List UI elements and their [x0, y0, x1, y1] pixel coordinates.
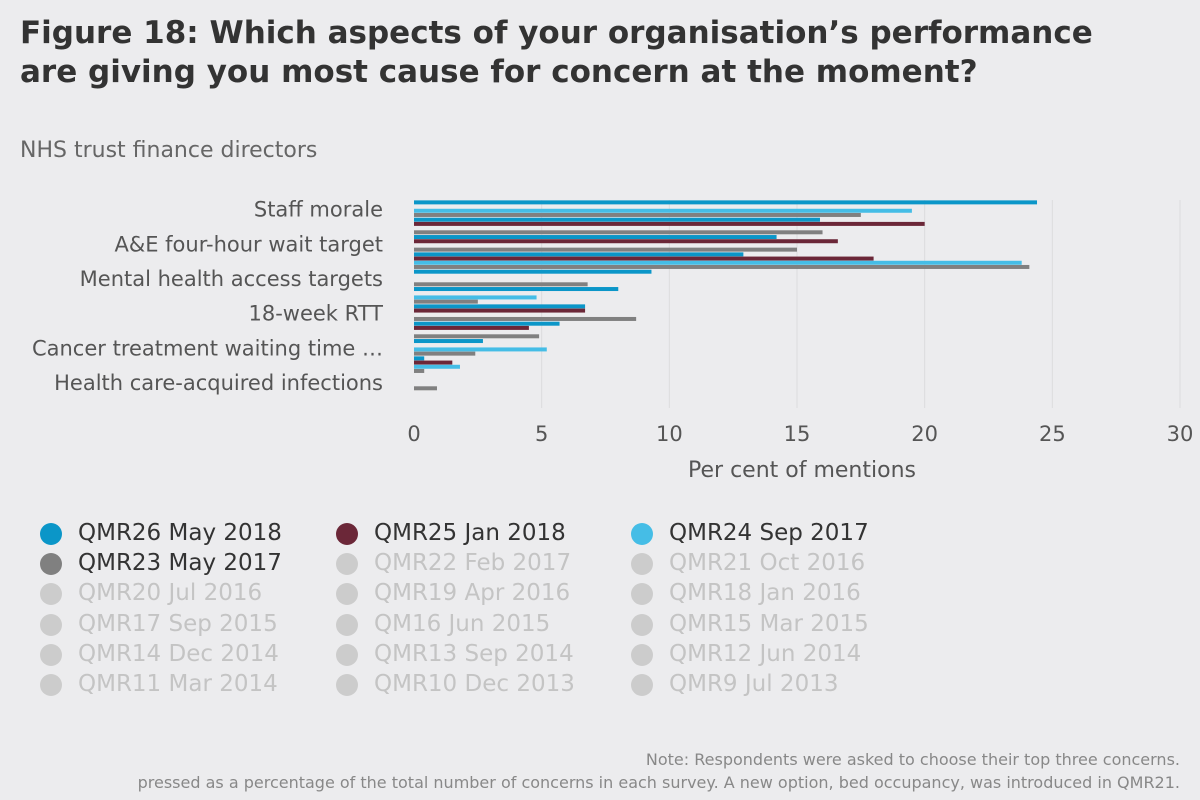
legend-swatch	[40, 613, 62, 636]
legend-label: QMR14 Dec 2014	[78, 640, 279, 667]
legend-swatch	[336, 553, 358, 576]
legend-swatch	[631, 674, 653, 696]
x-tick-label: 30	[1167, 422, 1194, 446]
x-tick-label: 15	[784, 422, 811, 446]
legend-label: QMR23 May 2017	[78, 550, 282, 577]
chart-title: Figure 18: Which aspects of your organis…	[20, 15, 1093, 90]
bar	[414, 334, 540, 339]
bar	[414, 287, 619, 292]
legend-swatch	[40, 674, 62, 696]
bar	[414, 264, 1030, 269]
bar	[414, 299, 478, 304]
bar	[414, 316, 637, 321]
bar	[414, 347, 547, 352]
x-tick-label: 0	[407, 422, 420, 446]
bar	[414, 386, 437, 391]
bar	[414, 235, 777, 240]
bar	[414, 221, 925, 226]
legend-label: QMR10 Dec 2013	[374, 671, 575, 697]
bar	[414, 247, 797, 252]
y-category-label: A&E four-hour wait target	[114, 232, 383, 256]
chart-note: Note: Respondents were asked to choose t…	[645, 750, 1180, 769]
legend-label: QM16 Jun 2015	[374, 610, 551, 637]
legend-label: QMR24 Sep 2017	[669, 520, 869, 546]
legend-swatch	[336, 583, 358, 606]
bar	[414, 308, 586, 313]
legend-label: QMR26 May 2018	[78, 520, 282, 546]
y-category-label: Staff morale	[254, 198, 383, 222]
legend-swatch	[631, 553, 653, 576]
legend-swatch	[40, 583, 62, 606]
bar	[414, 351, 476, 356]
legend-swatch	[40, 643, 62, 666]
legend-label: QMR15 Mar 2015	[669, 610, 869, 637]
legend-label: QMR25 Jan 2018	[374, 520, 566, 546]
legend-label: QMR22 Feb 2017	[374, 550, 572, 577]
bar	[414, 256, 874, 261]
legend-label: QMR9 Jul 2013	[669, 671, 839, 697]
x-tick-label: 20	[911, 422, 938, 446]
bar	[414, 368, 425, 373]
y-category-label: Mental health access targets	[80, 267, 383, 291]
legend-swatch	[631, 613, 653, 636]
y-category-label: 18-week RTT	[248, 302, 383, 326]
legend-swatch	[336, 613, 358, 636]
legend-swatch	[631, 523, 653, 545]
legend-label: QMR18 Jan 2016	[669, 580, 861, 607]
bar	[414, 325, 529, 330]
legend-swatch	[336, 643, 358, 666]
bar	[414, 360, 453, 365]
legend-label: QMR21 Oct 2016	[669, 550, 866, 577]
y-category-label: Cancer treatment waiting time …	[32, 336, 383, 360]
legend-label: QMR12 Jun 2014	[669, 640, 862, 667]
legend-label: QMR13 Sep 2014	[374, 640, 574, 667]
bar-chart: 0 5 10 15 20 25 30 Per cent of mentions Staff mo…	[32, 198, 1194, 483]
bar	[414, 356, 425, 361]
legend-label: QMR19 Apr 2016	[374, 580, 571, 607]
bar	[414, 208, 912, 213]
bar	[414, 260, 1022, 265]
legend-swatch	[631, 643, 653, 666]
bar	[414, 339, 483, 344]
y-category-label: Health care-acquired infections	[54, 371, 383, 395]
legend-label: QMR17 Sep 2015	[78, 610, 278, 637]
chart-subtitle: NHS trust finance directors	[20, 138, 318, 163]
chart-note-continued: pressed as a percentage of the total num…	[137, 773, 1180, 792]
bar	[414, 230, 823, 235]
bar	[414, 212, 861, 217]
bar	[414, 239, 838, 244]
bar	[414, 200, 1038, 205]
bar	[414, 295, 537, 300]
legend-swatch	[40, 523, 62, 545]
bar	[414, 364, 460, 369]
legend-label: QMR11 Mar 2014	[78, 671, 278, 697]
legend-swatch	[40, 553, 62, 576]
bar	[414, 269, 652, 274]
bar	[414, 252, 744, 257]
x-tick-label: 5	[535, 422, 548, 446]
legend-swatch	[631, 583, 653, 606]
legend-swatch	[336, 523, 358, 545]
bar	[414, 282, 588, 287]
bar	[414, 321, 560, 326]
x-tick-label: 25	[1039, 422, 1066, 446]
bar	[414, 217, 820, 222]
x-axis-label: Per cent of mentions	[688, 458, 916, 483]
x-tick-label: 10	[656, 422, 683, 446]
bar	[414, 304, 586, 309]
legend-swatch	[336, 674, 358, 696]
legend-label: QMR20 Jul 2016	[78, 580, 263, 607]
